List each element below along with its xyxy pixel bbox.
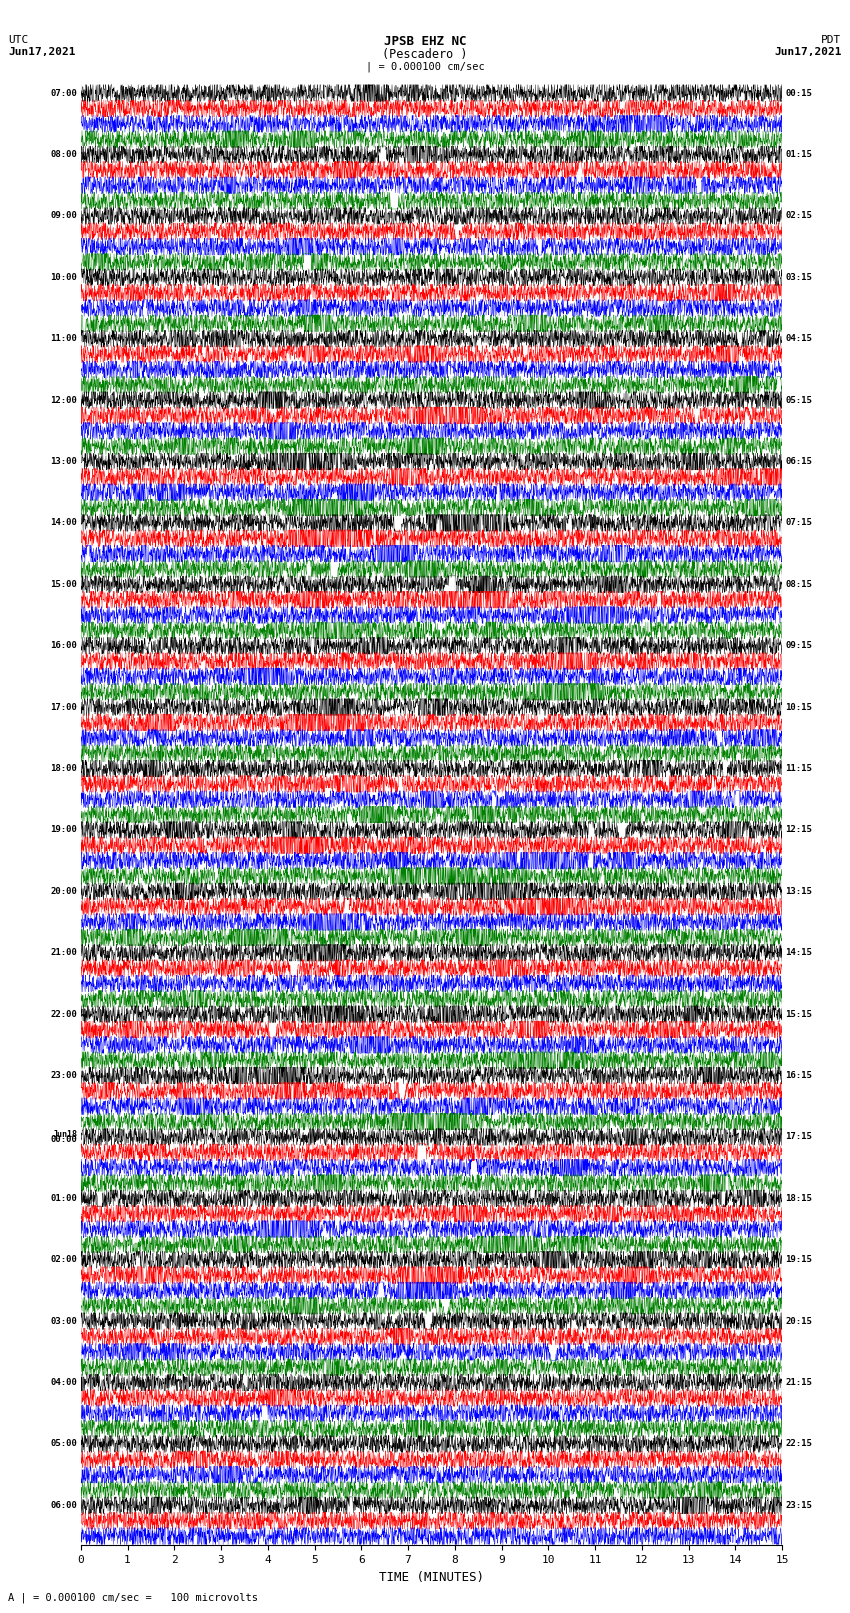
Text: 09:00: 09:00 [50, 211, 77, 221]
Text: 15:15: 15:15 [785, 1010, 813, 1019]
Text: 23:00: 23:00 [50, 1071, 77, 1081]
Text: 00:15: 00:15 [785, 89, 813, 97]
Text: 17:00: 17:00 [50, 703, 77, 711]
Text: 22:00: 22:00 [50, 1010, 77, 1019]
Text: 14:00: 14:00 [50, 518, 77, 527]
Text: 16:00: 16:00 [50, 642, 77, 650]
Text: 05:15: 05:15 [785, 395, 813, 405]
Text: 20:00: 20:00 [50, 887, 77, 895]
Text: 12:00: 12:00 [50, 395, 77, 405]
Text: 09:15: 09:15 [785, 642, 813, 650]
Text: 12:15: 12:15 [785, 826, 813, 834]
Text: 03:15: 03:15 [785, 273, 813, 282]
Text: 08:00: 08:00 [50, 150, 77, 160]
Text: 03:00: 03:00 [50, 1316, 77, 1326]
Text: 07:15: 07:15 [785, 518, 813, 527]
Text: 08:15: 08:15 [785, 579, 813, 589]
Text: Jun18: Jun18 [52, 1131, 77, 1139]
Text: 07:00: 07:00 [50, 89, 77, 97]
Text: 00:00: 00:00 [50, 1134, 77, 1144]
Text: 18:00: 18:00 [50, 765, 77, 773]
Text: Jun17,2021: Jun17,2021 [774, 47, 842, 56]
Text: 10:15: 10:15 [785, 703, 813, 711]
Text: 19:15: 19:15 [785, 1255, 813, 1265]
Text: 05:00: 05:00 [50, 1439, 77, 1448]
Text: 15:00: 15:00 [50, 579, 77, 589]
Text: 16:15: 16:15 [785, 1071, 813, 1081]
Text: 18:15: 18:15 [785, 1194, 813, 1203]
Text: 10:00: 10:00 [50, 273, 77, 282]
Text: 13:15: 13:15 [785, 887, 813, 895]
Text: 01:00: 01:00 [50, 1194, 77, 1203]
Text: 14:15: 14:15 [785, 948, 813, 957]
Text: 02:15: 02:15 [785, 211, 813, 221]
X-axis label: TIME (MINUTES): TIME (MINUTES) [379, 1571, 484, 1584]
Text: JPSB EHZ NC: JPSB EHZ NC [383, 35, 467, 48]
Text: 02:00: 02:00 [50, 1255, 77, 1265]
Text: UTC: UTC [8, 35, 29, 45]
Text: 17:15: 17:15 [785, 1132, 813, 1142]
Text: A | = 0.000100 cm/sec =   100 microvolts: A | = 0.000100 cm/sec = 100 microvolts [8, 1592, 258, 1603]
Text: 04:00: 04:00 [50, 1378, 77, 1387]
Text: 21:00: 21:00 [50, 948, 77, 957]
Text: 21:15: 21:15 [785, 1378, 813, 1387]
Text: 22:15: 22:15 [785, 1439, 813, 1448]
Text: Jun17,2021: Jun17,2021 [8, 47, 76, 56]
Text: 04:15: 04:15 [785, 334, 813, 344]
Text: 06:15: 06:15 [785, 456, 813, 466]
Text: 06:00: 06:00 [50, 1500, 77, 1510]
Text: (Pescadero ): (Pescadero ) [382, 48, 468, 61]
Text: 11:15: 11:15 [785, 765, 813, 773]
Text: | = 0.000100 cm/sec: | = 0.000100 cm/sec [366, 61, 484, 73]
Text: 19:00: 19:00 [50, 826, 77, 834]
Text: 23:15: 23:15 [785, 1500, 813, 1510]
Text: 20:15: 20:15 [785, 1316, 813, 1326]
Text: 01:15: 01:15 [785, 150, 813, 160]
Text: 11:00: 11:00 [50, 334, 77, 344]
Text: PDT: PDT [821, 35, 842, 45]
Text: 13:00: 13:00 [50, 456, 77, 466]
